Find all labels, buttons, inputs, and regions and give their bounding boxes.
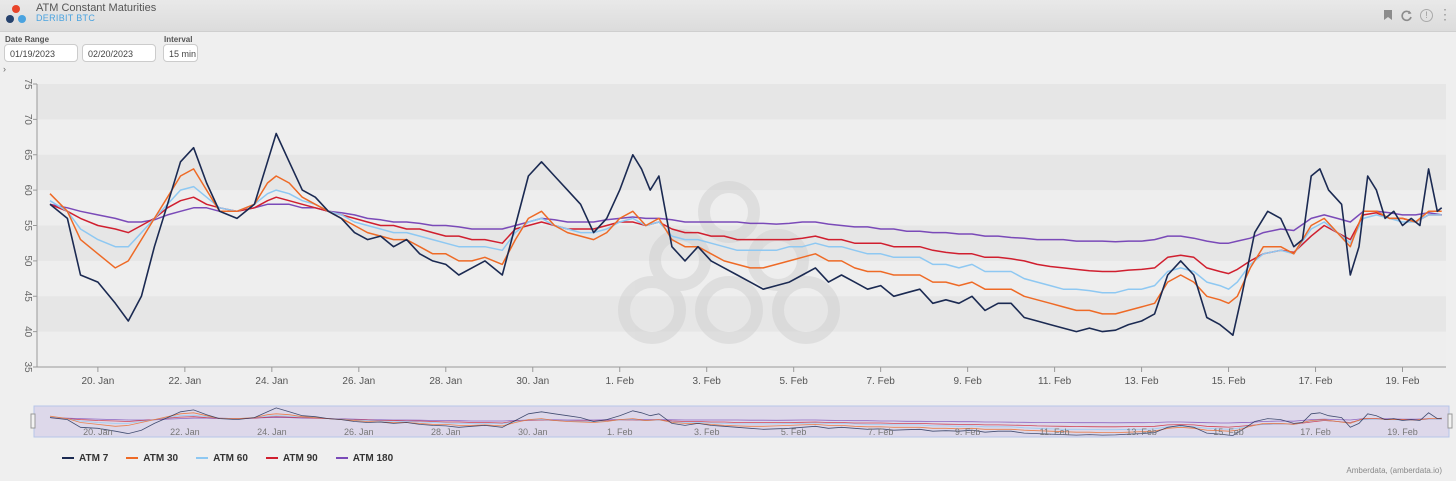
legend-swatch [265, 457, 278, 459]
legend: ATM 7 ATM 30 ATM 60 ATM 90 ATM 180 [62, 451, 393, 465]
navigator-line-atm-90 [49, 416, 1442, 428]
x-tick-label: 13. Feb [1125, 376, 1159, 387]
x-tick-label: 7. Feb [866, 376, 895, 387]
navigator-tick-label: 24. Jan [257, 427, 287, 437]
x-tick-label: 19. Feb [1386, 376, 1420, 387]
y-tick-label: 40 [22, 326, 33, 338]
plot-band [37, 296, 1446, 332]
navigator-tick-label: 19. Feb [1387, 427, 1418, 437]
navigator-tick-label: 22. Jan [170, 427, 200, 437]
legend-label: ATM 30 [143, 452, 179, 464]
navigator-handle-left[interactable] [30, 413, 36, 429]
legend-swatch [126, 457, 139, 459]
bookmark-icon[interactable] [1381, 9, 1395, 23]
legend-item-atm-180[interactable]: ATM 180 [335, 451, 394, 465]
interval-select[interactable]: 15 min [163, 44, 198, 62]
legend-swatch [335, 457, 348, 459]
info-icon[interactable]: ! [1420, 9, 1433, 22]
series-line-atm-30 [49, 168, 1442, 315]
x-tick-label: 15. Feb [1212, 376, 1246, 387]
legend-swatch [62, 457, 74, 459]
x-axis: 20. Jan 22. Jan 24. Jan 26. Jan 28. Jan 30. J… [37, 366, 1446, 387]
x-tick-label: 22. Jan [168, 376, 201, 387]
legend-item-atm-30[interactable]: ATM 30 [126, 451, 178, 465]
navigator-line-atm-180 [49, 417, 1442, 424]
navigator-tick-label: 13. Feb [1126, 427, 1157, 437]
date-range-label: Date Range [5, 35, 50, 44]
expander-chevron-icon[interactable]: › [3, 64, 6, 74]
navigator-tick-label: 30. Jan [518, 427, 548, 437]
legend-swatch [196, 457, 209, 459]
y-tick-label: 45 [22, 291, 33, 303]
navigator-tick-label: 5. Feb [781, 427, 807, 437]
y-tick-label: 65 [22, 149, 33, 161]
series-line-atm-60 [49, 185, 1442, 294]
navigator-tick-label: 1. Feb [607, 427, 633, 437]
series-line-atm-180 [49, 203, 1442, 244]
menu-dots-icon[interactable]: ⋮ [1438, 6, 1452, 22]
series-lines [49, 132, 1443, 336]
navigator-line-atm-60 [49, 414, 1442, 431]
navigator-tick-label: 20. Jan [83, 427, 113, 437]
navigator-tick-label: 28. Jan [431, 427, 461, 437]
atm-chart: 35 40 45 50 55 60 65 70 75 20. Jan 22. Jan 24. Jan… [22, 78, 1453, 438]
y-tick-label: 50 [22, 255, 33, 267]
plot-band [37, 84, 1446, 120]
x-tick-label: 11. Feb [1038, 376, 1072, 387]
x-tick-label: 3. Feb [693, 376, 722, 387]
legend-label: ATM 180 [352, 452, 394, 464]
navigator-line-atm-30 [49, 412, 1442, 433]
x-tick-label: 28. Jan [429, 376, 462, 387]
x-tick-label: 1. Feb [606, 376, 635, 387]
amberdata-logo-icon [6, 5, 26, 23]
date-from-input[interactable]: 01/19/2023 [4, 44, 78, 62]
legend-label: ATM 90 [282, 452, 318, 464]
navigator-tick-label: 9. Feb [955, 427, 981, 437]
x-tick-label: 26. Jan [342, 376, 375, 387]
navigator: 20. Jan 22. Jan 24. Jan 26. Jan 28. Jan 30. J… [30, 405, 1453, 438]
navigator-tick-label: 26. Jan [344, 427, 374, 437]
legend-label: ATM 60 [213, 452, 248, 464]
legend-item-atm-60[interactable]: ATM 60 [196, 451, 248, 465]
credits: Amberdata, (amberdata.io) [1346, 466, 1442, 475]
x-tick-label: 20. Jan [81, 376, 114, 387]
y-tick-label: 55 [22, 220, 33, 232]
app-subtitle: DERIBIT BTC [36, 13, 96, 23]
navigator-tick-label: 7. Feb [868, 427, 894, 437]
series-line-atm-90 [49, 196, 1442, 275]
navigator-tick-label: 11. Feb [1040, 427, 1070, 437]
navigator-tick-label: 3. Feb [694, 427, 720, 437]
legend-item-atm-90[interactable]: ATM 90 [265, 451, 318, 465]
y-axis: 35 40 45 50 55 60 65 70 75 [22, 78, 38, 373]
interval-label: Interval [164, 35, 193, 44]
refresh-icon[interactable] [1399, 9, 1413, 23]
legend-item-atm-7[interactable]: ATM 7 [62, 451, 108, 465]
x-tick-label: 9. Feb [953, 376, 982, 387]
y-tick-label: 35 [22, 361, 33, 373]
y-tick-label: 60 [22, 185, 33, 197]
navigator-handle-right[interactable] [1447, 413, 1453, 429]
navigator-line-atm-7 [49, 407, 1442, 436]
navigator-tick-label: 15. Feb [1213, 427, 1244, 437]
y-tick-label: 70 [22, 114, 33, 126]
x-tick-label: 24. Jan [255, 376, 288, 387]
header-bar: ATM Constant Maturities DERIBIT BTC ! ⋮ [0, 0, 1456, 32]
legend-label: ATM 7 [79, 452, 109, 464]
x-tick-label: 30. Jan [516, 376, 549, 387]
series-line-atm-7 [49, 132, 1443, 336]
y-tick-label: 75 [22, 78, 33, 90]
x-tick-label: 17. Feb [1299, 376, 1333, 387]
plot-bands [37, 84, 1446, 367]
date-to-input[interactable]: 02/20/2023 [82, 44, 156, 62]
x-tick-label: 5. Feb [780, 376, 809, 387]
app-title: ATM Constant Maturities [36, 2, 157, 14]
navigator-tick-label: 17. Feb [1300, 427, 1331, 437]
